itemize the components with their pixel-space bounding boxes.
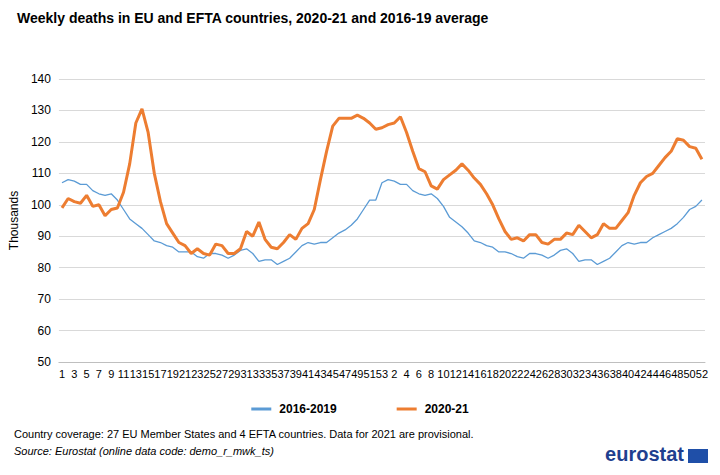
svg-text:60: 60 [38,324,52,338]
svg-text:13: 13 [130,368,142,380]
svg-text:100: 100 [31,198,51,212]
svg-text:48: 48 [671,368,683,380]
svg-text:22: 22 [511,368,523,380]
svg-text:38: 38 [610,368,622,380]
svg-text:19: 19 [167,368,179,380]
svg-text:140: 140 [31,72,51,86]
svg-text:37: 37 [277,368,289,380]
svg-text:36: 36 [597,368,609,380]
svg-text:8: 8 [428,368,434,380]
svg-text:28: 28 [548,368,560,380]
svg-text:7: 7 [96,368,102,380]
svg-text:120: 120 [31,135,51,149]
svg-text:30: 30 [560,368,572,380]
svg-text:17: 17 [154,368,166,380]
svg-text:50: 50 [683,368,695,380]
svg-text:32: 32 [573,368,585,380]
svg-text:41: 41 [302,368,314,380]
svg-text:Thousands: Thousands [7,191,21,250]
svg-text:34: 34 [585,368,597,380]
svg-text:130: 130 [31,103,51,117]
svg-text:Country coverage: 27 EU Member: Country coverage: 27 EU Member States an… [14,428,474,440]
svg-text:6: 6 [416,368,422,380]
svg-text:eurostat: eurostat [605,443,684,465]
svg-text:49: 49 [351,368,363,380]
svg-text:2016-2019: 2016-2019 [279,402,337,416]
svg-text:4: 4 [404,368,410,380]
svg-text:42: 42 [634,368,646,380]
svg-text:46: 46 [659,368,671,380]
svg-text:2: 2 [391,368,397,380]
svg-text:18: 18 [487,368,499,380]
svg-text:45: 45 [327,368,339,380]
svg-text:12: 12 [450,368,462,380]
svg-text:14: 14 [462,368,474,380]
svg-text:26: 26 [536,368,548,380]
svg-text:50: 50 [38,355,52,369]
svg-text:53: 53 [376,368,388,380]
svg-text:15: 15 [142,368,154,380]
svg-text:40: 40 [622,368,634,380]
svg-text:5: 5 [84,368,90,380]
svg-text:25: 25 [204,368,216,380]
svg-text:2020-21: 2020-21 [425,402,469,416]
svg-text:11: 11 [118,368,129,380]
svg-text:24: 24 [524,368,536,380]
svg-text:29: 29 [228,368,240,380]
svg-text:10: 10 [437,368,449,380]
svg-text:16: 16 [474,368,486,380]
svg-text:110: 110 [32,166,51,180]
svg-text:27: 27 [216,368,228,380]
svg-text:3: 3 [71,368,77,380]
svg-text:33: 33 [253,368,265,380]
svg-text:21: 21 [179,368,191,380]
svg-text:20: 20 [499,368,511,380]
svg-text:Weekly deaths in EU and EFTA c: Weekly deaths in EU and EFTA countries, … [17,10,488,26]
svg-text:39: 39 [290,368,302,380]
svg-text:43: 43 [314,368,326,380]
svg-text:80: 80 [38,261,52,275]
svg-text:44: 44 [647,368,659,380]
svg-text:52: 52 [696,368,708,380]
svg-text:1: 1 [59,368,65,380]
svg-text:9: 9 [108,368,114,380]
svg-text:70: 70 [38,292,52,306]
svg-text:Source: Eurostat (online data: Source: Eurostat (online data code: demo… [14,445,274,457]
svg-text:47: 47 [339,368,351,380]
svg-text:31: 31 [240,368,252,380]
svg-text:51: 51 [364,368,376,380]
svg-text:90: 90 [38,229,52,243]
svg-text:35: 35 [265,368,277,380]
svg-text:23: 23 [191,368,203,380]
